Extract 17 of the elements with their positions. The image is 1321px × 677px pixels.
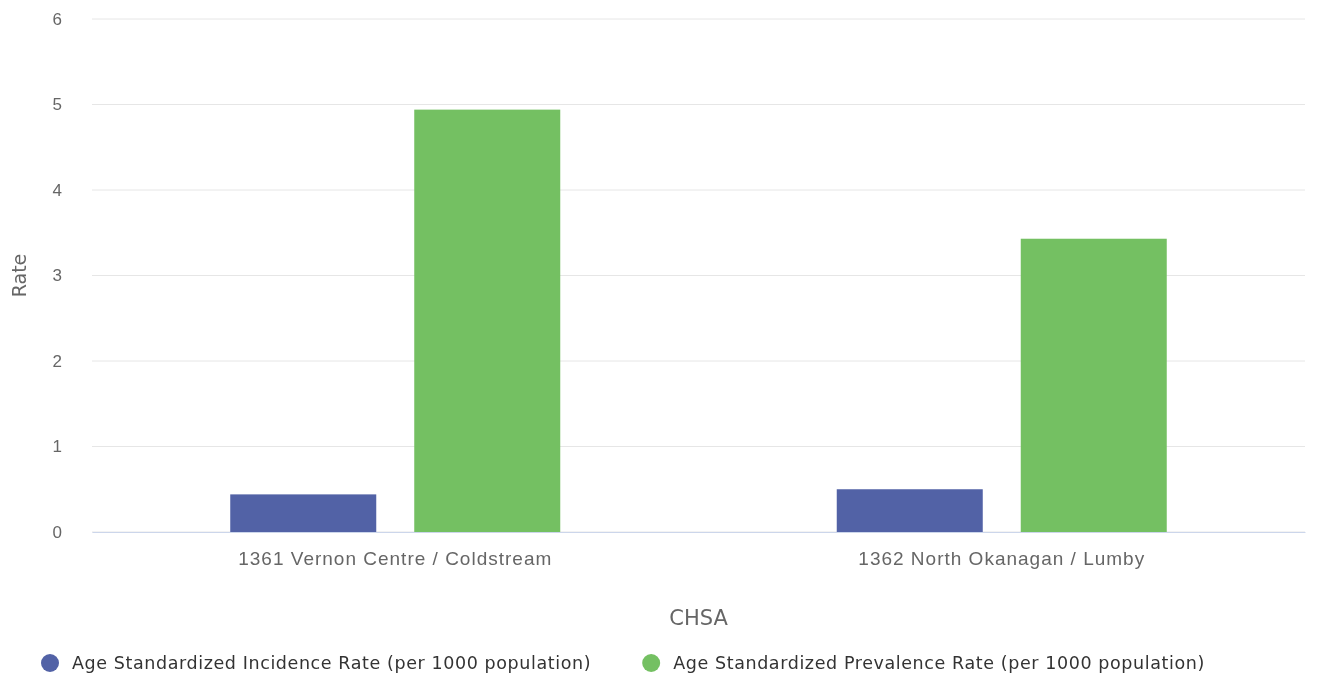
x-axis-title: CHSA [669, 606, 729, 630]
legend-label: Age Standardized Prevalence Rate (per 1000 population) [673, 653, 1205, 673]
y-tick-label: 4 [52, 180, 62, 200]
y-tick-label: 6 [52, 9, 62, 29]
y-tick-label: 1 [52, 437, 62, 457]
legend-label: Age Standardized Incidence Rate (per 1000 population) [72, 653, 592, 673]
bar [836, 489, 983, 532]
y-tick-label: 5 [52, 95, 62, 115]
bar [1020, 238, 1167, 532]
x-tick-label: 1362 North Okanagan / Lumby [858, 548, 1146, 570]
bar [414, 109, 561, 532]
y-tick-label: 3 [52, 266, 62, 286]
bar [230, 494, 377, 532]
x-tick-label: 1361 Vernon Centre / Coldstream [238, 548, 553, 570]
y-tick-label: 2 [52, 351, 62, 371]
y-axis-title: Rate [8, 253, 30, 298]
y-tick-label: 0 [52, 522, 62, 542]
